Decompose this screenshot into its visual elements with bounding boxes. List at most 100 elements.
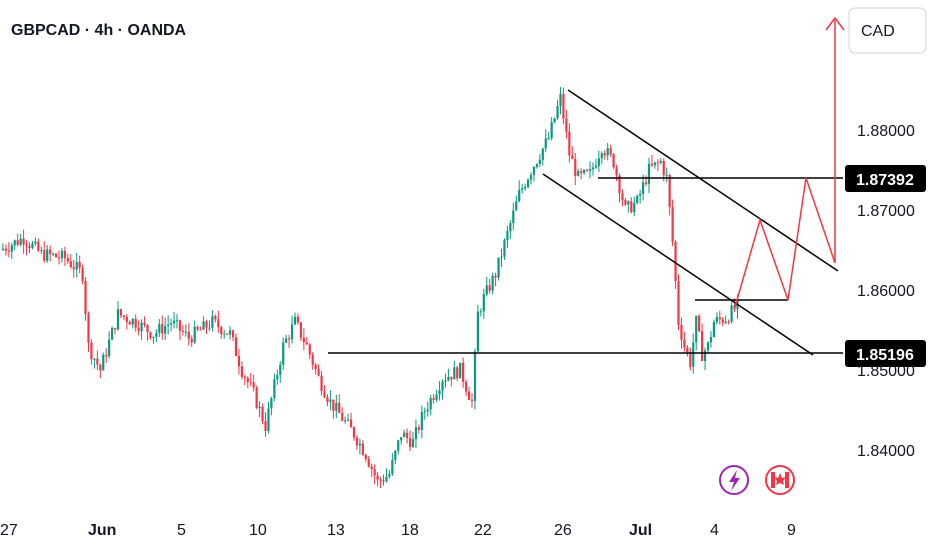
candle-down xyxy=(16,240,19,245)
candle-down xyxy=(612,154,615,168)
candle-down xyxy=(406,432,409,439)
candle-down xyxy=(408,438,412,447)
candle-down xyxy=(128,321,131,325)
candle-down xyxy=(119,309,123,316)
candle-down xyxy=(178,320,182,331)
lightning-event-icon[interactable] xyxy=(719,465,749,495)
candle-up xyxy=(131,318,134,325)
candle-down xyxy=(650,163,654,166)
candle-down xyxy=(308,344,311,355)
candle-down xyxy=(580,171,583,173)
candle-down xyxy=(205,321,208,328)
candle-up xyxy=(111,327,114,340)
candle-up xyxy=(31,243,34,248)
candle-up xyxy=(639,193,642,196)
candle-up xyxy=(40,250,43,252)
x-tick-label: 27 xyxy=(0,522,18,539)
candle-up xyxy=(706,342,710,351)
x-tick-label: 26 xyxy=(554,522,572,539)
candle-down xyxy=(255,387,258,408)
candle-up xyxy=(659,160,662,163)
candle-up xyxy=(75,261,78,270)
x-tick-label: 13 xyxy=(327,522,345,539)
candle-down xyxy=(66,258,69,262)
candle-down xyxy=(320,375,323,392)
candle-up xyxy=(175,320,179,322)
candle-down xyxy=(332,399,335,411)
candle-up xyxy=(19,238,22,245)
candle-up xyxy=(556,106,559,119)
candle-down xyxy=(352,427,356,438)
candle-down xyxy=(432,398,435,400)
candle-up xyxy=(403,432,406,438)
candle-down xyxy=(644,182,648,184)
candle-up xyxy=(329,399,332,402)
candle-up xyxy=(695,315,698,343)
x-tick-label: 4 xyxy=(710,522,719,539)
candle-up xyxy=(633,202,636,213)
candle-down xyxy=(574,159,577,176)
candle-up xyxy=(388,474,391,477)
canada-flag-icon[interactable] xyxy=(765,465,795,495)
candle-down xyxy=(25,244,28,247)
price-tag-185196: 1.85196 xyxy=(845,340,926,367)
x-tick-label: 9 xyxy=(787,522,796,539)
candle-down xyxy=(243,376,246,379)
y-tick-label: 1.85000 xyxy=(857,363,915,380)
candle-down xyxy=(137,327,140,332)
candle-down xyxy=(364,454,367,460)
candle-down xyxy=(565,118,568,132)
candle-down xyxy=(208,327,211,329)
candle-up xyxy=(724,321,727,323)
candle-down xyxy=(187,331,190,339)
candle-down xyxy=(264,421,267,431)
candle-down xyxy=(662,160,665,176)
candle-up xyxy=(202,321,205,330)
candle-down xyxy=(49,249,52,255)
candle-down xyxy=(370,466,373,470)
y-tick-label: 1.84000 xyxy=(857,443,915,460)
candle-up xyxy=(665,174,668,176)
candle-down xyxy=(143,322,146,325)
candle-down xyxy=(462,362,465,382)
candle-up xyxy=(258,406,261,408)
candle-up xyxy=(636,195,639,203)
currency-button-label: CAD xyxy=(861,23,895,40)
candle-down xyxy=(373,469,376,476)
chart-title: GBPCAD · 4h · OANDA xyxy=(11,22,187,39)
candle-down xyxy=(28,246,31,248)
candle-up xyxy=(116,309,120,330)
candle-down xyxy=(698,315,701,332)
candle-up xyxy=(712,322,715,338)
candle-down xyxy=(326,397,329,402)
candle-down xyxy=(686,347,689,353)
candle-up xyxy=(538,159,541,164)
candle-down xyxy=(190,338,193,343)
candle-down xyxy=(288,338,291,340)
candle-up xyxy=(211,316,214,328)
candle-down xyxy=(314,364,317,370)
candle-up xyxy=(500,256,503,258)
candle-up xyxy=(606,148,609,156)
candle-up xyxy=(385,476,388,482)
candle-up xyxy=(420,412,423,430)
y-tick-label: 1.86000 xyxy=(857,283,915,300)
candle-up xyxy=(293,316,297,325)
candle-down xyxy=(81,267,84,281)
candle-up xyxy=(577,171,580,176)
candle-up xyxy=(447,376,450,381)
candle-down xyxy=(54,253,58,258)
currency-button[interactable]: CAD xyxy=(848,7,927,54)
candle-up xyxy=(335,402,338,411)
candle-up xyxy=(46,249,49,261)
candle-down xyxy=(237,355,241,367)
candle-up xyxy=(423,411,426,413)
candle-up xyxy=(290,324,294,340)
candle-up xyxy=(535,163,538,167)
candle-down xyxy=(585,169,589,171)
candle-up xyxy=(526,179,530,188)
candle-up xyxy=(627,201,630,205)
candle-up xyxy=(347,419,350,421)
